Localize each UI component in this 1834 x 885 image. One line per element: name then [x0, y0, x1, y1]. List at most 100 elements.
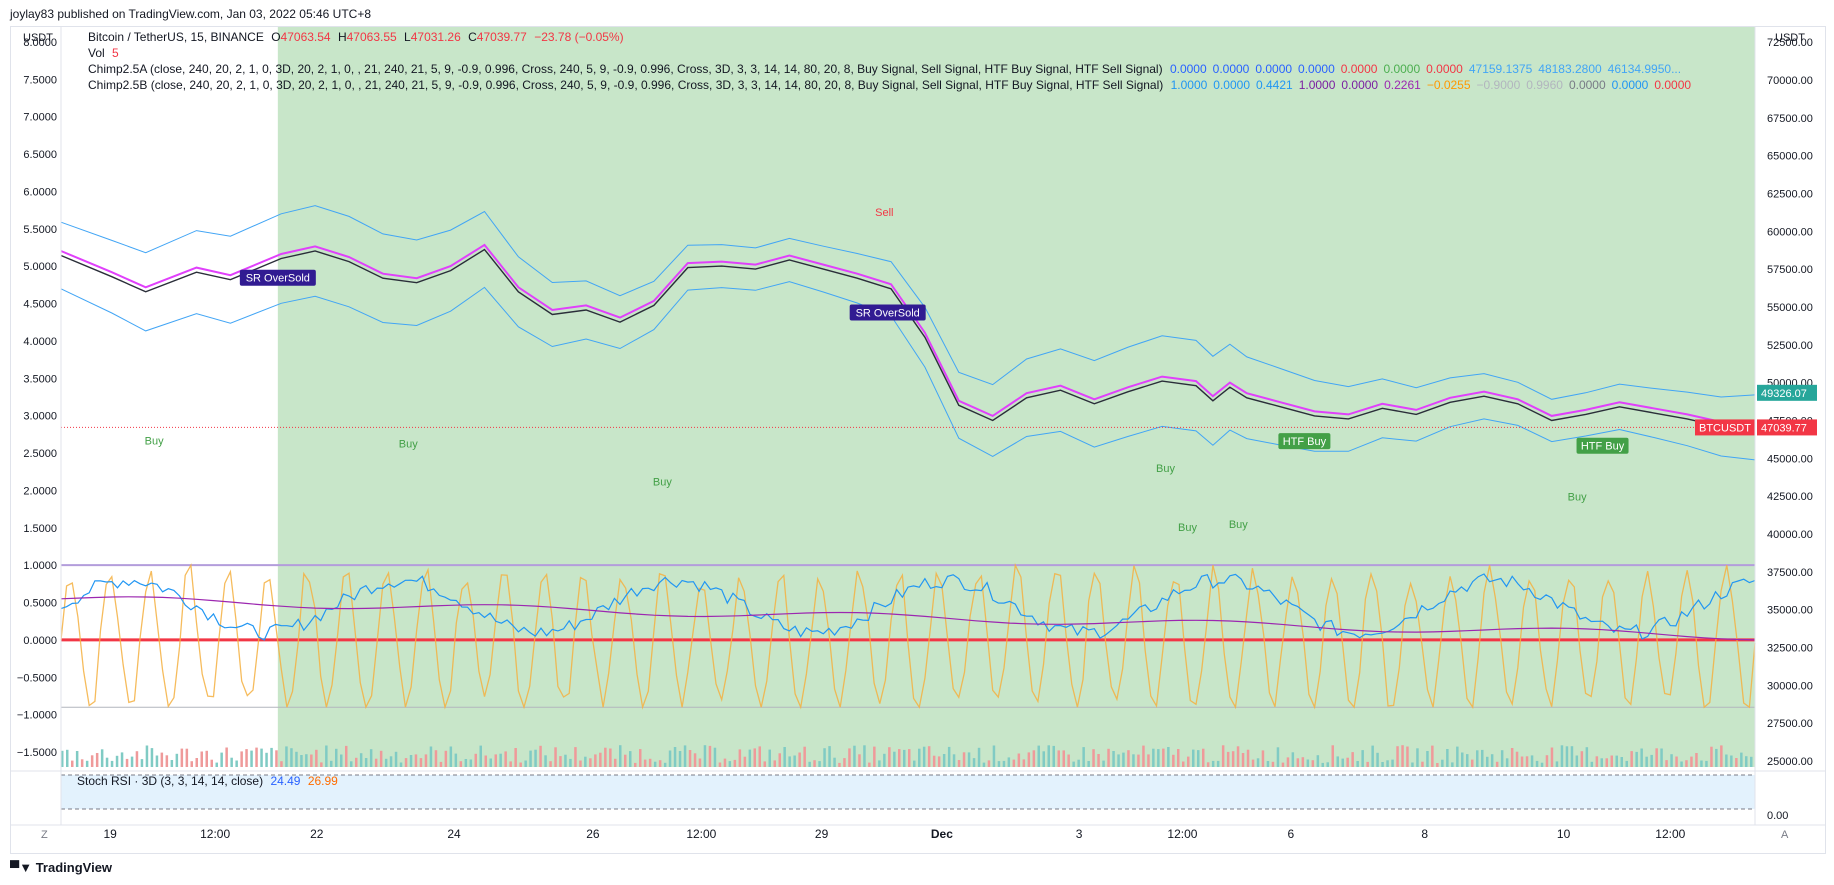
- volume-bar: [1112, 751, 1115, 767]
- volume-bar: [688, 750, 692, 767]
- volume-bar: [1500, 750, 1504, 767]
- volume-bar: [1057, 750, 1060, 767]
- volume-bar: [1027, 752, 1031, 767]
- volume-bar: [514, 748, 517, 767]
- volume-bar: [489, 758, 492, 767]
- chimp-a-value-8: 48183.2800: [1538, 62, 1602, 76]
- volume-bar: [340, 754, 343, 767]
- volume-bar: [1216, 760, 1220, 767]
- volume-bar: [1525, 756, 1529, 767]
- volume-bar: [1605, 758, 1608, 767]
- stoch-pane-band: [61, 775, 1755, 809]
- volume-bar: [1675, 756, 1678, 767]
- stoch-d-value: 26.99: [307, 774, 338, 788]
- volume-bar: [444, 750, 448, 767]
- volume-bar: [768, 749, 771, 767]
- volume-bar: [534, 749, 537, 767]
- volume-bar: [484, 755, 487, 767]
- tv-logo-text: TradingView: [35, 860, 113, 875]
- volume-bar: [1456, 746, 1459, 767]
- volume-bar: [1495, 761, 1499, 767]
- symbol-name[interactable]: Bitcoin / TetherUS, 15, BINANCE: [88, 30, 264, 44]
- volume-bar: [878, 760, 881, 767]
- volume-bar: [803, 746, 806, 767]
- volume-bar: [1550, 747, 1554, 767]
- volume-bar: [763, 761, 766, 767]
- tradingview-logo[interactable]: ▀▼ TradingView: [10, 860, 112, 875]
- buy-signal-label: Buy: [653, 477, 672, 489]
- chimp-b-value-8: 0.9960: [1526, 78, 1563, 92]
- zoom-z-button[interactable]: Z: [41, 829, 48, 841]
- left-axis-tick: −1.0000: [17, 710, 57, 722]
- left-axis-tick: 4.0000: [23, 336, 57, 348]
- htf-buy-zone: [277, 27, 1755, 767]
- volume-bar: [504, 751, 507, 767]
- volume-bar: [743, 756, 747, 767]
- volume-bar: [409, 755, 413, 767]
- chimp-a-label[interactable]: Chimp2.5A (close, 240, 20, 2, 1, 0, 3D, …: [88, 62, 1163, 76]
- volume-bar: [932, 755, 936, 767]
- volume-bar: [1735, 758, 1738, 767]
- chimp-b-value-4: 0.0000: [1341, 78, 1379, 92]
- volume-bar: [90, 755, 94, 767]
- volume-bar: [1715, 748, 1718, 767]
- volume-bar: [250, 750, 253, 767]
- left-axis-tick: 4.5000: [23, 299, 57, 311]
- left-axis-tick: 5.0000: [23, 261, 57, 273]
- chimp-b-value-3: 1.0000: [1298, 78, 1336, 92]
- auto-scale-button[interactable]: A: [1781, 829, 1789, 841]
- volume-bar: [798, 752, 801, 767]
- chart-canvas[interactable]: 72500.00 70000.00 67500.00 65000.00 62500.00…: [11, 27, 1825, 853]
- volume-bar: [643, 759, 647, 767]
- volume-bar: [788, 756, 791, 767]
- volume-bar: [220, 752, 223, 767]
- chimp-b-label[interactable]: Chimp2.5B (close, 240, 20, 2, 1, 0, 3D, …: [88, 78, 1164, 92]
- volume-bar: [1515, 751, 1519, 767]
- volume-bar: [180, 748, 184, 767]
- htf-buy-label: HTF Buy: [1283, 436, 1327, 448]
- buy-signal-label: Buy: [399, 439, 418, 451]
- volume-bar: [1620, 757, 1623, 767]
- volume-bar: [1720, 745, 1723, 767]
- left-axis-tick: 3.5000: [23, 373, 57, 385]
- stoch-label[interactable]: Stoch RSI · 3D (3, 3, 14, 14, close): [77, 774, 264, 788]
- left-axis-tick: 1.5000: [23, 523, 57, 535]
- volume-bar: [604, 747, 607, 767]
- volume-bar: [634, 762, 637, 767]
- volume-bar: [683, 745, 687, 767]
- volume-bar: [195, 758, 198, 767]
- volume-bar: [1555, 761, 1559, 767]
- chart-frame[interactable]: 72500.00 70000.00 67500.00 65000.00 62500.00…: [10, 26, 1826, 854]
- volume-bar: [369, 749, 373, 767]
- volume-bar: [61, 750, 64, 767]
- volume-bar: [1092, 749, 1095, 767]
- volume-bar: [1361, 750, 1364, 767]
- volume-bar: [858, 754, 861, 767]
- volume-bar: [389, 756, 393, 767]
- volume-bar: [778, 753, 781, 767]
- volume-bar: [529, 750, 532, 767]
- x-axis-tick: 24: [447, 827, 461, 841]
- volume-bar: [1625, 760, 1628, 767]
- osc-trend-line: [60, 596, 1756, 641]
- volume-bar: [898, 749, 901, 767]
- volume-bar: [1152, 748, 1155, 767]
- chimp-b-value-2: 0.4421: [1256, 78, 1293, 92]
- volume-bar: [66, 749, 69, 767]
- volume-bar: [1690, 756, 1693, 767]
- volume-bar: [1376, 752, 1379, 767]
- volume-bar: [1301, 757, 1305, 767]
- volume-bar: [1117, 754, 1120, 767]
- volume-bar: [1122, 752, 1125, 767]
- chimp-a-value-9: 46134.9950...: [1607, 62, 1682, 76]
- volume-bar: [310, 754, 313, 767]
- volume-bar: [1256, 758, 1260, 767]
- x-axis-tick: 12:00: [1655, 827, 1685, 841]
- volume-bar: [937, 756, 941, 767]
- volume-bar: [1520, 756, 1524, 767]
- x-axis-tick: 12:00: [686, 827, 716, 841]
- high-value: 47063.55: [346, 30, 397, 44]
- volume-label[interactable]: Vol: [88, 46, 105, 60]
- low-label: L: [404, 30, 411, 44]
- volume-bar: [1251, 759, 1255, 767]
